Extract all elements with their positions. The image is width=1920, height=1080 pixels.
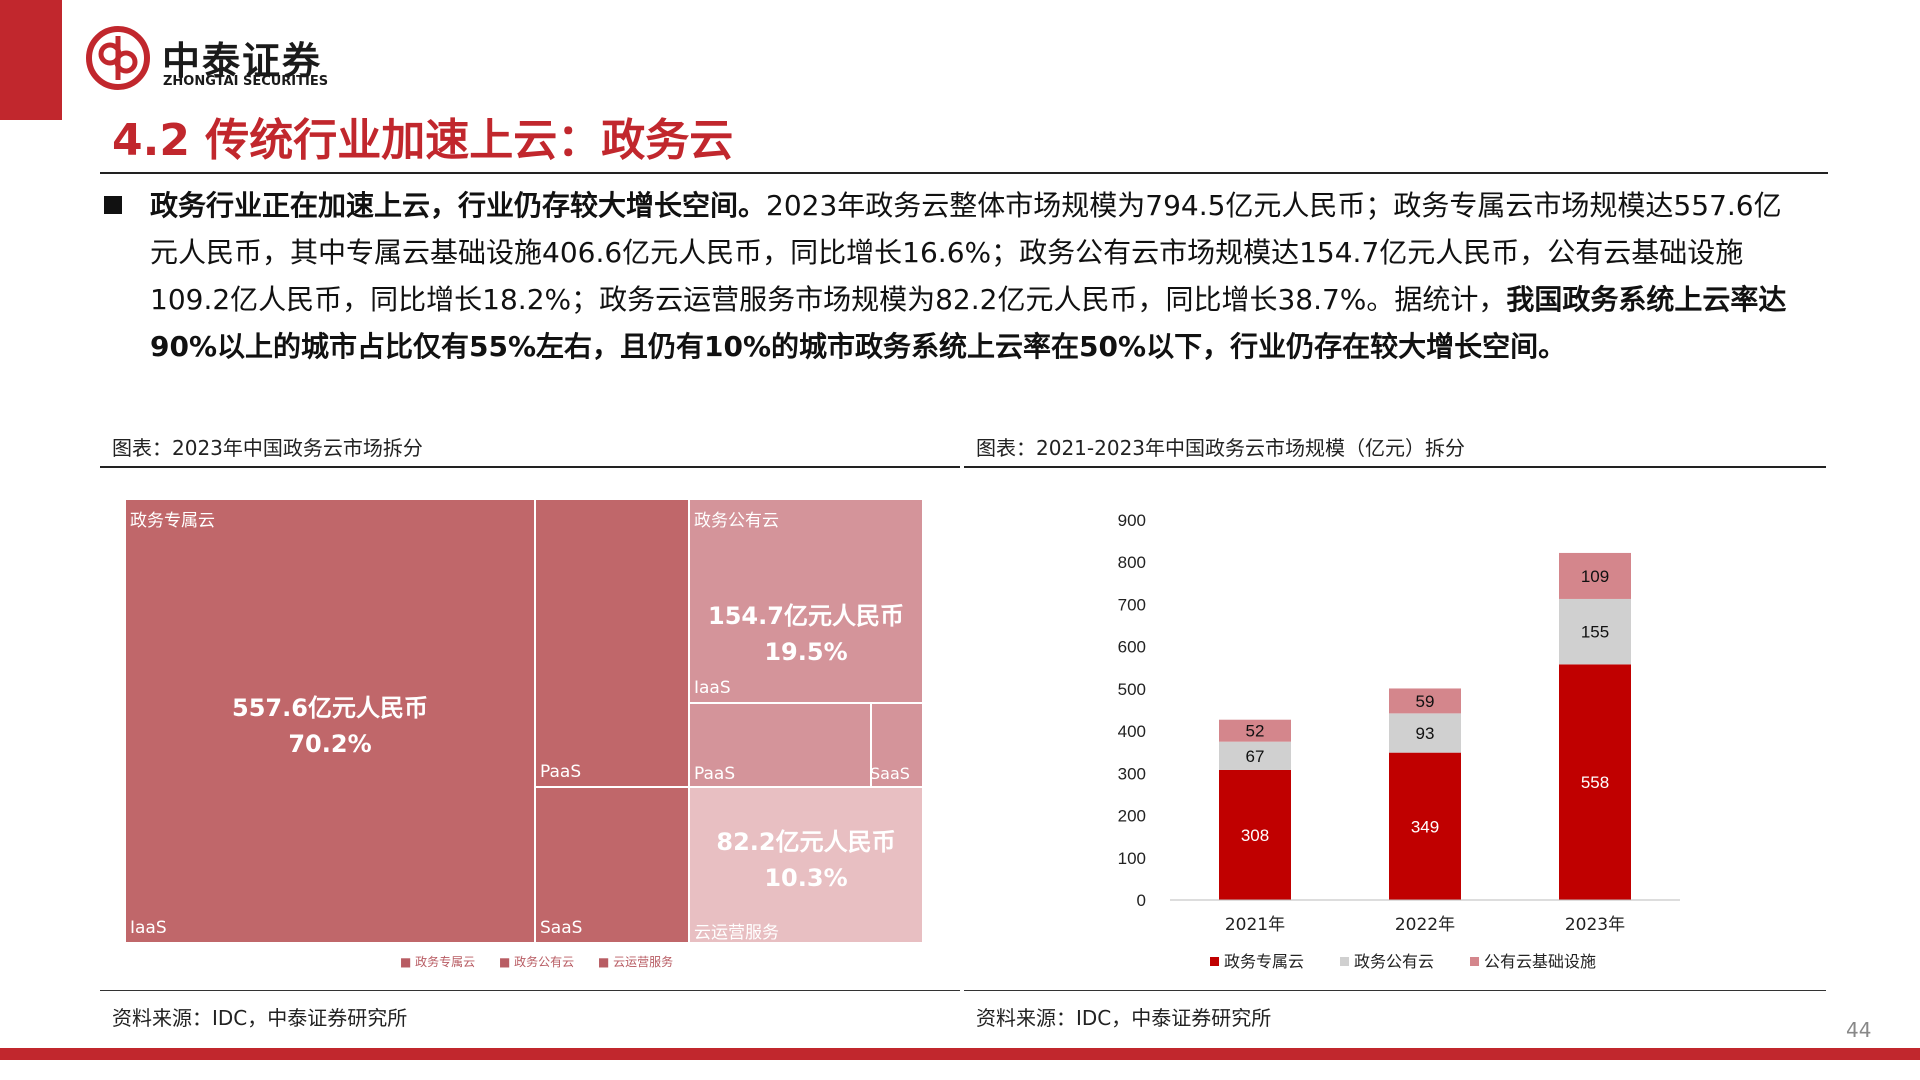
treemap-exclusive-label: 政务专属云 xyxy=(130,511,215,531)
right-source-rule xyxy=(964,990,1826,991)
bar-segment xyxy=(1389,688,1461,714)
bar-data-label: 308 xyxy=(1241,826,1269,845)
treemap-exclusive-value: 557.6亿元人民币 70.2% xyxy=(230,690,430,762)
treemap-public-share: 19.5% xyxy=(764,638,848,666)
left-figure-caption: 图表：2023年中国政务云市场拆分 xyxy=(112,436,423,460)
bar-series: 308 67 52 349 93 59 558 155 109 xyxy=(1219,552,1631,900)
treemap-legend-public: ■ 政务公有云 xyxy=(499,955,575,969)
treemap-public-amount: 154.7亿元人民币 xyxy=(708,602,904,630)
y-tick-label: 0 xyxy=(1137,891,1146,910)
title-divider xyxy=(100,172,1828,174)
summary-bold-tail: 我国政务系统上云率达90%以上的城市占比仅有55%左右，且仍有10%的城市政务系… xyxy=(150,283,1787,363)
treemap-public-saas-label: SaaS xyxy=(870,764,910,783)
y-tick-label: 600 xyxy=(1118,638,1146,657)
summary-body: 2023年政务云整体市场规模为794.5亿元人民币；政务专属云市场规模达557.… xyxy=(150,189,1782,316)
bullet-square-icon xyxy=(104,196,122,214)
logo-name-cn: 中泰证券 xyxy=(162,39,323,83)
corner-accent-bar xyxy=(0,0,62,120)
treemap-legend-exclusive: ■ 政务专属云 xyxy=(400,955,476,969)
treemap-ops-service xyxy=(688,786,924,944)
y-tick-label: 400 xyxy=(1118,722,1146,741)
y-tick-label: 700 xyxy=(1118,595,1146,614)
x-axis: 2021年 2022年 2023年 xyxy=(1170,899,1680,935)
treemap-legend-ops-text: 云运营服务 xyxy=(613,955,674,969)
treemap-public-label: 政务公有云 xyxy=(694,511,779,531)
company-logo: 中泰证券 ZHONGTAI SECURITIES xyxy=(86,26,346,96)
y-tick-label: 500 xyxy=(1118,680,1146,699)
treemap-exclusive-saas xyxy=(534,786,690,944)
bar-segment xyxy=(1559,598,1631,665)
treemap-legend-public-text: 政务公有云 xyxy=(514,955,575,969)
bar-segment xyxy=(1559,664,1631,900)
chart-legend: 政务专属云 政务公有云 公有云基础设施 xyxy=(1210,952,1596,971)
bar-segment xyxy=(1219,719,1291,742)
treemap-public-saas xyxy=(870,702,924,788)
treemap-exclusive-iaas-label: IaaS xyxy=(130,918,167,938)
legend-label: 政务专属云 xyxy=(1224,952,1304,971)
legend-swatch xyxy=(1470,957,1479,966)
treemap-legend-ops: ■ 云运营服务 xyxy=(598,955,674,969)
bar-data-label: 93 xyxy=(1416,724,1435,743)
left-caption-rule xyxy=(100,466,960,468)
y-tick-label: 300 xyxy=(1118,764,1146,783)
treemap-public-iaas xyxy=(688,498,924,704)
bar-data-label: 52 xyxy=(1246,722,1265,741)
y-tick-label: 100 xyxy=(1118,849,1146,868)
treemap-public-iaas-label: IaaS xyxy=(694,678,731,698)
legend-label: 公有云基础设施 xyxy=(1484,952,1596,971)
legend-swatch xyxy=(1340,957,1349,966)
y-tick-label: 800 xyxy=(1118,553,1146,572)
x-tick-label: 2022年 xyxy=(1395,915,1455,935)
treemap-exclusive-paas-label: PaaS xyxy=(540,762,582,782)
treemap-ops-label: 云运营服务 xyxy=(694,923,779,943)
page-number: 44 xyxy=(1846,1018,1872,1042)
treemap-legend-exclusive-text: 政务专属云 xyxy=(415,955,476,969)
x-tick-label: 2023年 xyxy=(1565,915,1625,935)
bar-data-label: 558 xyxy=(1581,773,1609,792)
bar-data-label: 109 xyxy=(1581,567,1609,586)
right-caption-rule xyxy=(964,466,1826,468)
right-figure-source: 资料来源：IDC，中泰证券研究所 xyxy=(976,1006,1272,1030)
zhongtai-logo-icon xyxy=(86,26,150,90)
bar-segment xyxy=(1219,741,1291,770)
bar-segment xyxy=(1219,769,1291,900)
treemap-ops-amount: 82.2亿元人民币 xyxy=(716,828,896,856)
treemap-exclusive-amount: 557.6亿元人民币 xyxy=(232,694,428,722)
bar-segment xyxy=(1389,713,1461,753)
treemap-public-value: 154.7亿元人民币 19.5% xyxy=(706,598,906,670)
legend-swatch xyxy=(1210,957,1219,966)
footer-accent-bar xyxy=(0,1048,1920,1060)
y-tick-label: 900 xyxy=(1118,511,1146,530)
summary-paragraph: 政务行业正在加速上云，行业仍存较大增长空间。2023年政务云整体市场规模为794… xyxy=(150,182,1800,370)
treemap-public-paas-label: PaaS xyxy=(694,764,736,784)
market-size-bar-chart: 0 100 200 300 400 500 600 700 800 900 308 67 52 349 9… xyxy=(1118,511,1680,971)
y-axis: 0 100 200 300 400 500 600 700 800 900 xyxy=(1118,511,1146,910)
treemap-exclusive-paas xyxy=(534,498,690,788)
right-figure-caption: 图表：2021-2023年中国政务云市场规模（亿元）拆分 xyxy=(976,436,1466,460)
treemap-ops-value: 82.2亿元人民币 10.3% xyxy=(706,824,906,896)
bar-data-label: 349 xyxy=(1411,817,1439,836)
y-tick-label: 200 xyxy=(1118,807,1146,826)
bar-segment xyxy=(1559,552,1631,599)
market-treemap: 政务专属云 政务公有云 IaaS PaaS SaaS IaaS PaaS Saa… xyxy=(124,498,924,944)
left-source-rule xyxy=(100,990,960,991)
logo-name-en: ZHONGTAI SECURITIES xyxy=(163,74,329,89)
bar-data-label: 67 xyxy=(1246,747,1265,766)
treemap-exclusive-saas-label: SaaS xyxy=(540,918,583,938)
legend-label: 政务公有云 xyxy=(1354,952,1434,971)
bar-data-label: 155 xyxy=(1581,623,1609,642)
treemap-legend: ■ 政务专属云 ■ 政务公有云 ■ 云运营服务 xyxy=(400,953,693,970)
bar-segment xyxy=(1389,752,1461,900)
x-tick-label: 2021年 xyxy=(1225,915,1285,935)
summary-bold-lead: 政务行业正在加速上云，行业仍存较大增长空间。 xyxy=(150,189,767,222)
treemap-exclusive-share: 70.2% xyxy=(288,730,372,758)
page-title: 4.2 传统行业加速上云：政务云 xyxy=(112,115,734,166)
treemap-exclusive-iaas xyxy=(124,498,536,944)
bar-data-label: 59 xyxy=(1416,692,1435,711)
left-figure-source: 资料来源：IDC，中泰证券研究所 xyxy=(112,1006,408,1030)
treemap-ops-share: 10.3% xyxy=(764,864,848,892)
